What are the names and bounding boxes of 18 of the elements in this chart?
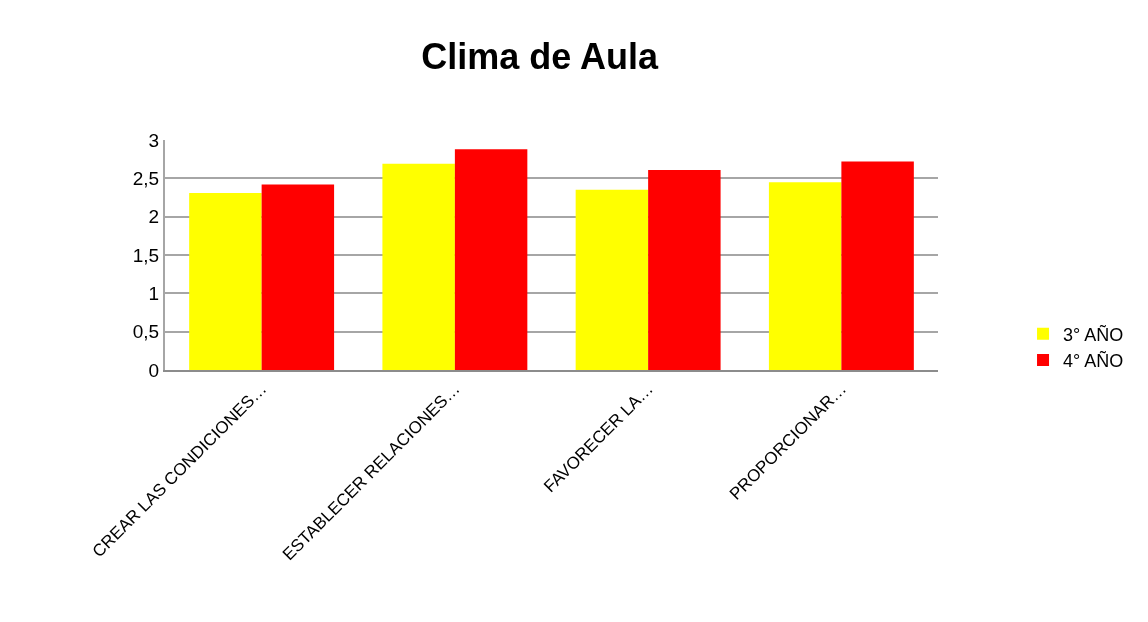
bar — [841, 161, 914, 370]
y-tick-label: 0 — [148, 359, 160, 381]
y-tick-label: 1,5 — [132, 244, 160, 266]
bar — [189, 192, 262, 370]
bar — [768, 182, 842, 370]
bar — [575, 189, 649, 370]
bar — [382, 163, 455, 370]
bar — [261, 184, 335, 370]
legend-label: 3° AÑO — [1063, 323, 1124, 345]
bar — [648, 169, 721, 370]
y-tick-label: 2 — [148, 206, 160, 228]
y-tick-label: 1 — [148, 282, 160, 304]
legend-label: 4° AÑO — [1063, 350, 1124, 372]
chart-title: Clima de Aula — [421, 35, 659, 77]
y-tick-label: 2,5 — [132, 167, 160, 189]
y-tick-label: 3 — [148, 129, 160, 151]
y-tick-label: 0,5 — [132, 321, 160, 343]
bar — [454, 149, 528, 370]
